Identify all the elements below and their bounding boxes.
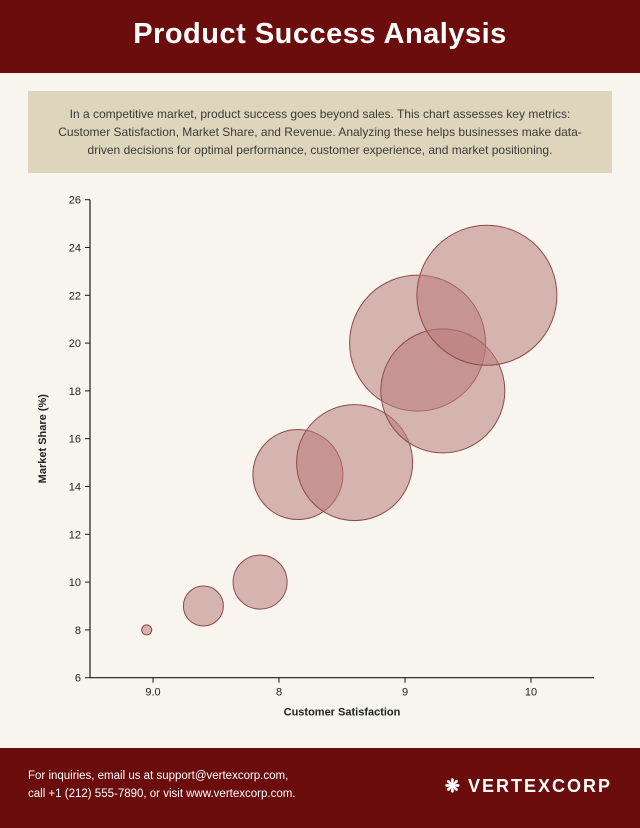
svg-text:10: 10 <box>525 687 537 699</box>
footer-line-1: For inquiries, email us at support@verte… <box>28 768 296 786</box>
bubble-chart: 6 8 10 12 14 16 18 20 22 24 26 9.0 8 9 10 Customer Sati… <box>28 181 612 738</box>
svg-text:18: 18 <box>69 386 81 398</box>
svg-text:22: 22 <box>69 290 81 302</box>
svg-text:12: 12 <box>69 529 81 541</box>
svg-text:Market Share (%): Market Share (%) <box>37 394 49 484</box>
svg-text:8: 8 <box>75 625 81 637</box>
svg-text:8: 8 <box>276 687 282 699</box>
brand-icon: ❋ <box>445 776 462 797</box>
page-title: Product Success Analysis <box>10 18 630 51</box>
svg-text:Customer Satisfaction: Customer Satisfaction <box>284 707 401 719</box>
svg-text:10: 10 <box>69 577 81 589</box>
footer: For inquiries, email us at support@verte… <box>0 748 640 828</box>
svg-text:16: 16 <box>69 434 81 446</box>
brand-name: VERTEXCORP <box>468 776 612 797</box>
page-root: Product Success Analysis In a competitiv… <box>0 0 640 828</box>
intro-text: In a competitive market, product success… <box>58 107 582 157</box>
svg-text:9: 9 <box>402 687 408 699</box>
bubble-point <box>417 225 557 365</box>
svg-text:9.0: 9.0 <box>145 687 160 699</box>
footer-contact: For inquiries, email us at support@verte… <box>28 768 296 804</box>
svg-text:6: 6 <box>75 673 81 685</box>
bubble-point <box>233 555 287 609</box>
chart-container: 6 8 10 12 14 16 18 20 22 24 26 9.0 8 9 10 Customer Sati… <box>28 181 612 738</box>
svg-text:20: 20 <box>69 338 81 350</box>
svg-text:14: 14 <box>69 481 81 493</box>
header: Product Success Analysis <box>0 0 640 73</box>
bubble-point <box>142 625 152 635</box>
svg-text:26: 26 <box>69 195 81 207</box>
brand: ❋ VERTEXCORP <box>445 776 612 797</box>
footer-line-2: call +1 (212) 555-7890, or visit www.ver… <box>28 786 296 804</box>
svg-text:24: 24 <box>69 242 81 254</box>
intro-box: In a competitive market, product success… <box>28 91 612 173</box>
bubble-point <box>183 586 223 626</box>
body: In a competitive market, product success… <box>0 73 640 748</box>
